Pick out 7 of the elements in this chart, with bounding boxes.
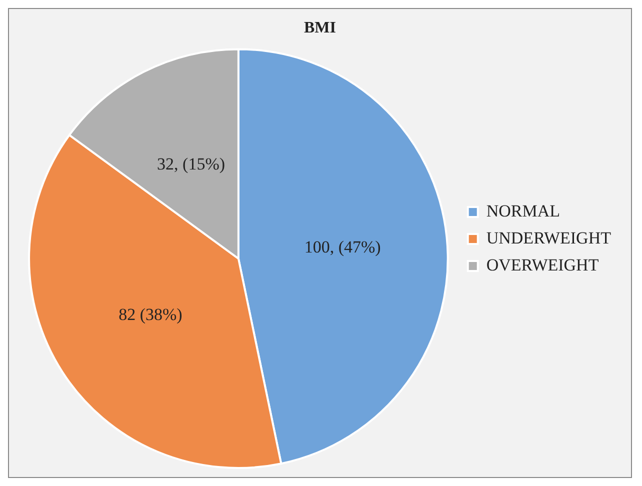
data-label: 100, (47%) <box>304 237 381 256</box>
chart-title: BMI <box>304 20 336 37</box>
data-label: 82 (38%) <box>118 304 182 324</box>
legend-label: NORMAL <box>486 201 560 220</box>
legend-label: UNDERWEIGHT <box>486 228 612 248</box>
data-label: 32, (15%) <box>157 154 226 174</box>
legend-label: OVERWEIGHT <box>486 255 600 274</box>
